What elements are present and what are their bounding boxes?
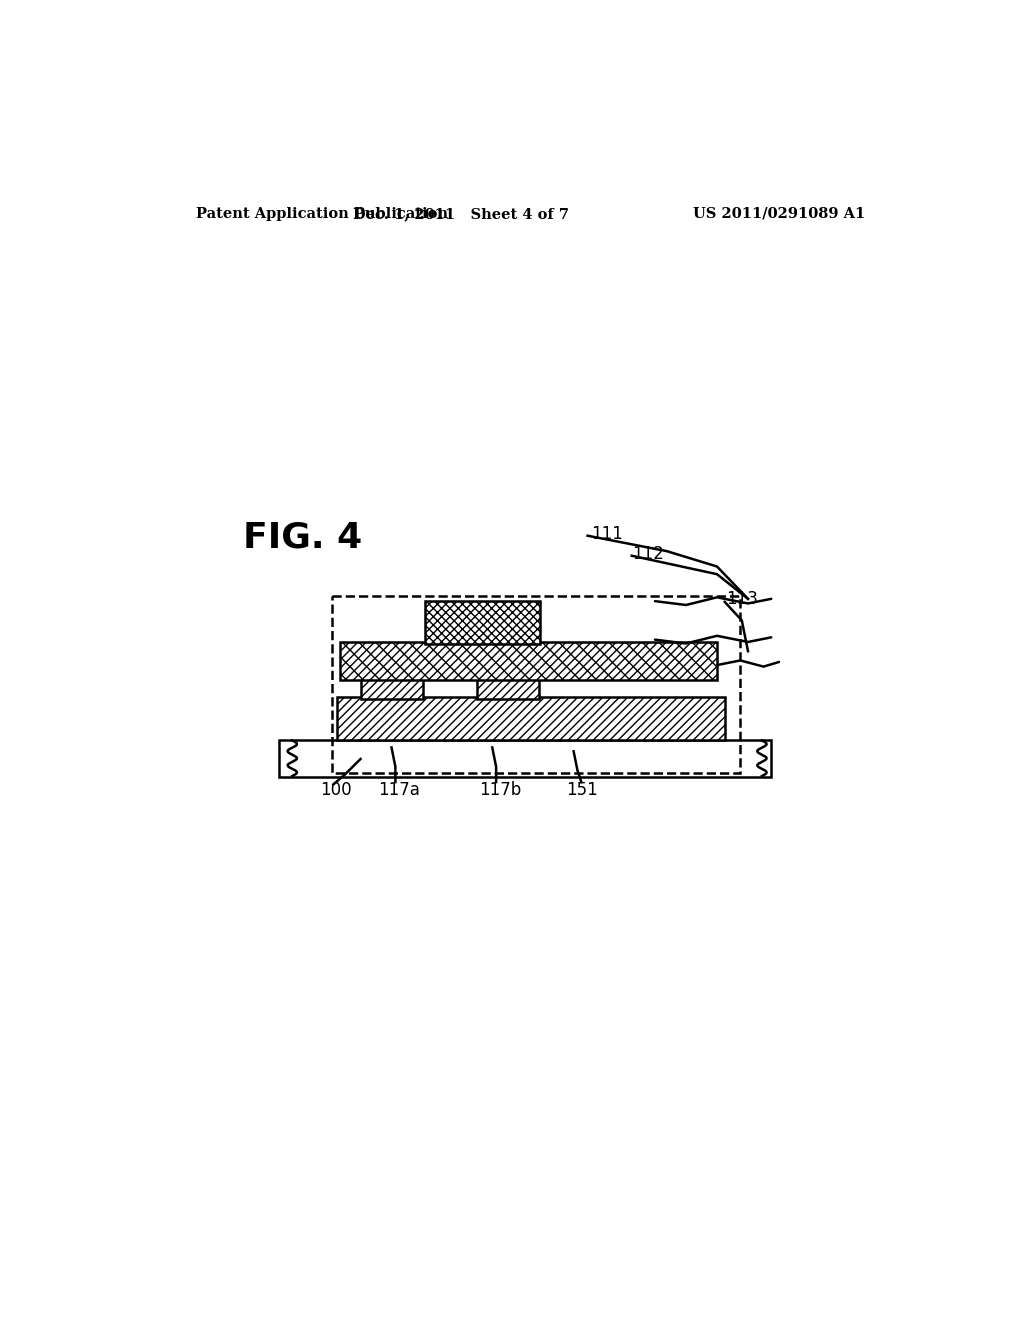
Text: 117b: 117b [479, 781, 521, 799]
Text: Dec. 1, 2011   Sheet 4 of 7: Dec. 1, 2011 Sheet 4 of 7 [353, 207, 569, 220]
Bar [340, 642, 717, 681]
Text: FIG. 4: FIG. 4 [243, 520, 361, 554]
Bar [360, 667, 423, 700]
Bar [337, 697, 725, 739]
Text: 111: 111 [591, 525, 623, 543]
Bar [332, 595, 740, 772]
Text: Patent Application Publication: Patent Application Publication [197, 207, 449, 220]
Text: 117a: 117a [378, 781, 420, 799]
Text: 112: 112 [633, 545, 665, 564]
Bar [425, 601, 540, 644]
Bar [280, 739, 771, 776]
Text: 113: 113 [726, 590, 758, 607]
Text: US 2011/0291089 A1: US 2011/0291089 A1 [693, 207, 865, 220]
Bar [477, 667, 539, 700]
Bar [340, 642, 717, 681]
Text: 100: 100 [321, 781, 352, 799]
Text: 151: 151 [566, 781, 598, 799]
